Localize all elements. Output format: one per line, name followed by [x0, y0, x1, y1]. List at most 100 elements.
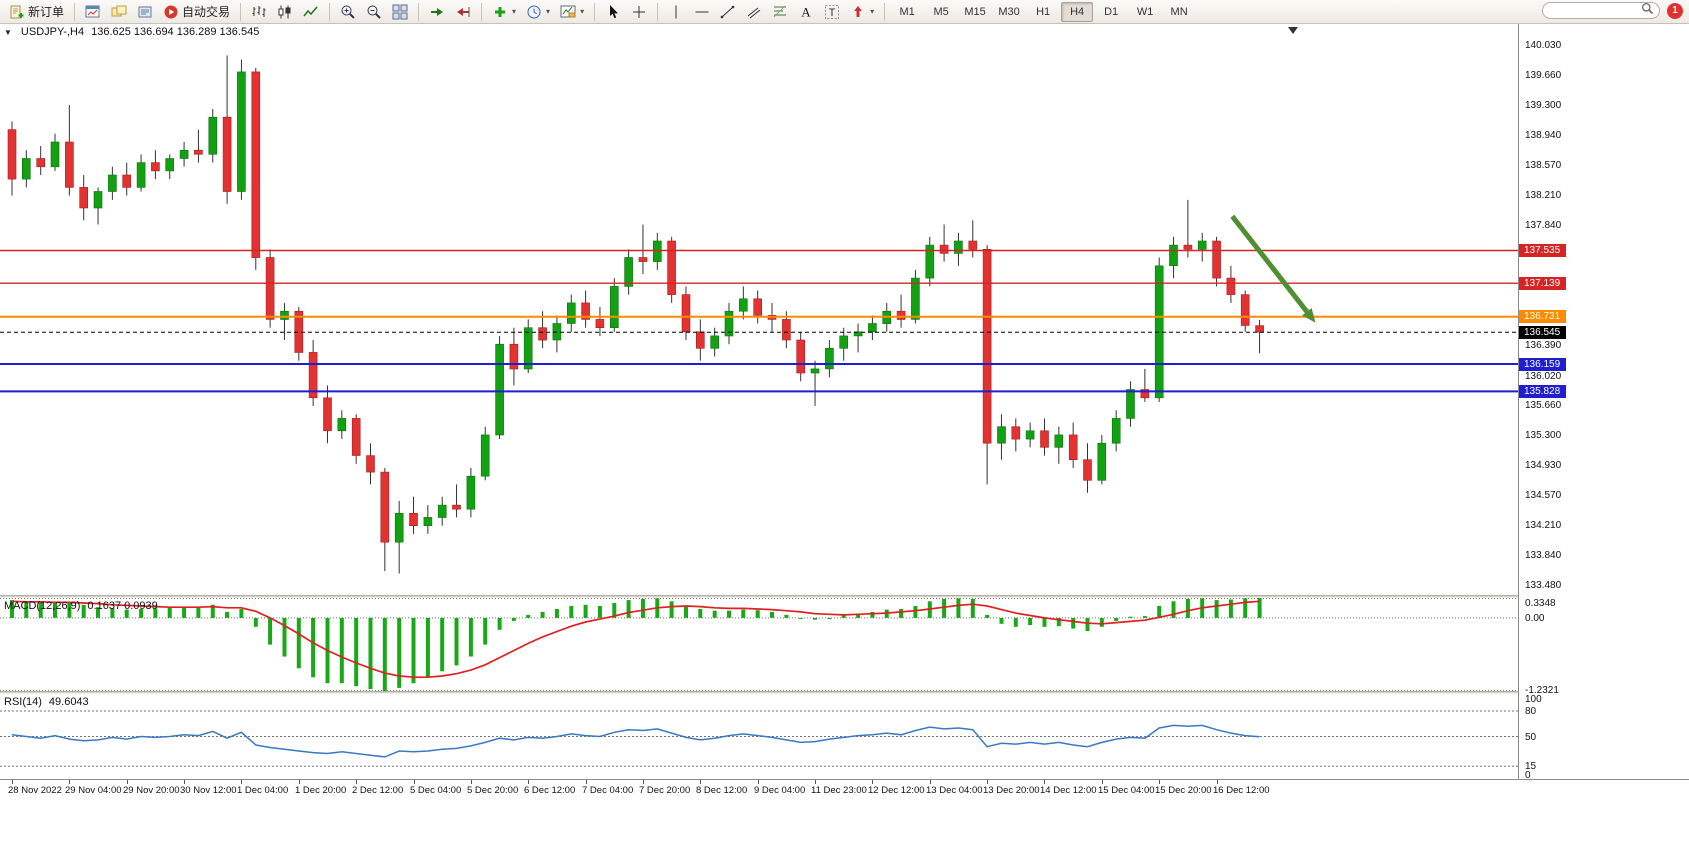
crosshair-icon: [631, 4, 647, 20]
candle: [366, 455, 375, 473]
price-chart-canvas[interactable]: [0, 24, 1518, 595]
rsi-axis-label: 15: [1525, 761, 1537, 773]
candle: [523, 327, 533, 370]
auto-trading-button[interactable]: 自动交易: [159, 0, 234, 24]
timeframe-h4[interactable]: H4: [1061, 1, 1094, 22]
notification-badge[interactable]: 1: [1667, 2, 1683, 19]
templates-button[interactable]: ▾: [556, 0, 588, 24]
time-tick: [1044, 780, 1045, 784]
fibonacci-button[interactable]: [768, 0, 792, 24]
timeframe-m30[interactable]: M30: [998, 5, 1020, 18]
price-axis-label: 134.930: [1525, 460, 1562, 472]
time-axis-label: 7 Dec 04:00: [582, 785, 634, 796]
periods-icon: [526, 4, 542, 20]
line-chart-button[interactable]: [299, 0, 323, 24]
timeframe-m15[interactable]: M15: [964, 5, 986, 18]
price-axis[interactable]: 140.030 139.660 139.300 138.940 138.570 138.2…: [1518, 24, 1689, 781]
timeframe-mn[interactable]: MN: [1170, 5, 1188, 18]
chart-shift-marker-icon[interactable]: [1288, 27, 1298, 34]
candle: [911, 277, 920, 320]
chart-shift-button[interactable]: [451, 0, 475, 24]
search-icon[interactable]: [1641, 2, 1654, 20]
rsi-canvas[interactable]: [0, 694, 1518, 779]
tlabel-icon: T: [824, 4, 840, 20]
zoom-in-button[interactable]: [336, 0, 360, 24]
time-axis-label: 7 Dec 20:00: [639, 785, 691, 796]
candle: [165, 158, 174, 172]
search-input[interactable]: [1548, 4, 1637, 17]
chart-header: ▼ USDJPY-,H4 136.625 136.694 136.289 136…: [4, 26, 259, 38]
tile-windows-button[interactable]: [388, 0, 412, 24]
dropdown-arrow-icon[interactable]: ▾: [546, 7, 551, 16]
time-axis[interactable]: 28 Nov 2022 29 Nov 04:00 29 Nov 20:00 30 No…: [0, 779, 1689, 861]
dropdown-arrow-icon[interactable]: ▾: [512, 7, 517, 16]
candle: [509, 343, 519, 370]
text-label-button[interactable]: T: [820, 0, 844, 24]
profiles-button[interactable]: [107, 0, 131, 24]
candle: [538, 327, 547, 341]
horizontal-line-button[interactable]: [690, 0, 714, 24]
cursor-button[interactable]: [601, 0, 625, 24]
channel-button[interactable]: [742, 0, 766, 24]
candle: [466, 475, 476, 510]
toolbar-separator: [657, 2, 659, 21]
arrows-icon: [850, 4, 866, 20]
candle: [853, 331, 863, 337]
candle: [1212, 240, 1221, 279]
zoom-out-button[interactable]: [362, 0, 386, 24]
candle: [380, 471, 390, 543]
new-order-button[interactable]: 新订单: [5, 0, 68, 24]
candle: [194, 149, 203, 155]
macd-values: 0.1637 0.0939: [87, 600, 158, 612]
price-axis-label: 134.210: [1525, 519, 1562, 531]
periods-button[interactable]: ▾: [522, 0, 554, 24]
autotrade-icon: [163, 4, 179, 20]
arrows-button[interactable]: ▾: [846, 0, 878, 24]
one-click-expander-icon[interactable]: ▼: [4, 27, 12, 37]
trendline-button[interactable]: [716, 0, 740, 24]
timeframe-m1[interactable]: M1: [899, 5, 915, 18]
time-axis-label: 14 Dec 12:00: [1040, 785, 1097, 796]
candle: [982, 249, 992, 444]
timeframe-d1[interactable]: D1: [1104, 5, 1119, 18]
candle: [1068, 434, 1078, 460]
time-axis-label: 28 Nov 2022: [8, 785, 62, 796]
time-axis-label: 2 Dec 12:00: [352, 785, 404, 796]
price-badge-136.159[interactable]: 136.159: [1519, 357, 1566, 371]
candle: [1197, 240, 1207, 250]
macd-label: MACD(12,26,9): [4, 600, 81, 612]
price-badge-136.731[interactable]: 136.731: [1519, 310, 1566, 324]
timeframe-w1[interactable]: W1: [1136, 5, 1154, 18]
price-badge-137.139[interactable]: 137.139: [1519, 276, 1566, 290]
candle: [681, 294, 691, 333]
bar-chart-button[interactable]: [247, 0, 271, 24]
panel-splitter[interactable]: [0, 691, 1689, 694]
panel-splitter[interactable]: [0, 595, 1689, 598]
price-badge-136.545[interactable]: 136.545: [1519, 325, 1566, 339]
metaeditor-button[interactable]: [133, 0, 157, 24]
search-box[interactable]: [1542, 2, 1660, 19]
auto-scroll-button[interactable]: [425, 0, 449, 24]
trend-arrow[interactable]: [1230, 214, 1316, 323]
time-axis-label: 13 Dec 04:00: [926, 785, 983, 796]
new-chart-button[interactable]: [81, 0, 105, 24]
time-tick: [528, 780, 529, 784]
candle: [738, 298, 748, 312]
crosshair-button[interactable]: [627, 0, 651, 24]
indicators-button[interactable]: ▾: [488, 0, 520, 24]
dropdown-arrow-icon[interactable]: ▾: [580, 7, 585, 16]
candle: [1054, 434, 1064, 448]
price-badge-137.535[interactable]: 137.535: [1519, 244, 1566, 257]
timeframe-m5[interactable]: M5: [933, 5, 949, 18]
timeframe-h1[interactable]: H1: [1036, 5, 1051, 18]
text-button[interactable]: A: [794, 0, 818, 24]
time-axis-label: 1 Dec 20:00: [295, 785, 347, 796]
price-badge-135.828[interactable]: 135.828: [1519, 384, 1566, 398]
candle: [1011, 426, 1021, 440]
dropdown-arrow-icon[interactable]: ▾: [870, 7, 875, 16]
candlestick-chart-button[interactable]: [273, 0, 297, 24]
vertical-line-button[interactable]: [664, 0, 688, 24]
candle: [997, 426, 1006, 444]
macd-canvas[interactable]: [0, 598, 1518, 691]
candle: [136, 162, 146, 188]
